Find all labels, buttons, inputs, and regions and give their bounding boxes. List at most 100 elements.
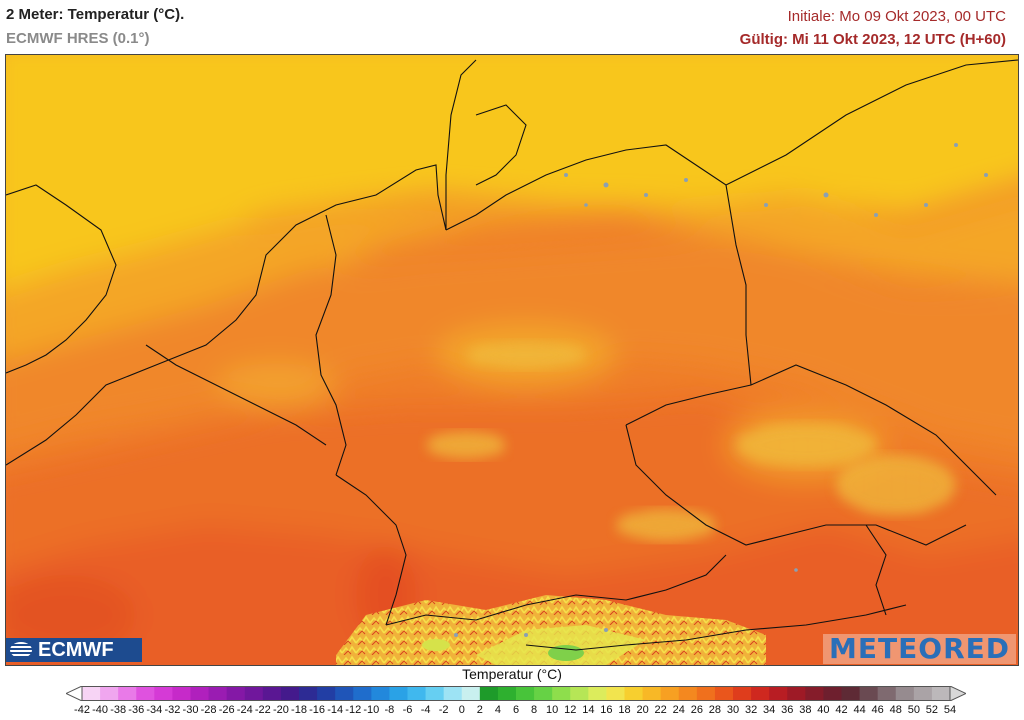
legend-swatch: [841, 686, 861, 701]
legend-tick-label: 28: [708, 704, 722, 716]
legend-swatch: [714, 686, 734, 701]
legend-swatch: [335, 686, 354, 701]
legend-tick-labels: -42 -40 -38 -36 -34 -32 -30 -28 -26 -24 -22 -20 -18-…: [66, 704, 966, 718]
ecmwf-logo: ECMWF: [6, 638, 142, 662]
legend-tick-label: -18: [291, 704, 307, 716]
legend-swatch: [208, 686, 228, 701]
legend-swatch: [624, 686, 644, 701]
legend-tick-label: 40: [817, 704, 830, 716]
legend-tick-label: 30: [726, 704, 740, 716]
legend-tick-label: -16: [309, 704, 326, 716]
legend-tick-label: 24: [672, 704, 685, 716]
legend-swatch: [280, 686, 300, 701]
legend-tick-label: 32: [744, 704, 758, 716]
legend-tick-label: -38: [110, 704, 127, 716]
legend-swatch: [877, 686, 897, 701]
legend-swatch: [136, 686, 155, 701]
model-label: ECMWF HRES (0.1°): [6, 30, 150, 47]
legend-tick-label: -6: [402, 704, 413, 716]
legend-tick-label: 36: [781, 704, 794, 716]
legend-tick-label: -36: [128, 704, 145, 716]
legend-tick-label: 6: [512, 704, 520, 716]
map-title: 2 Meter: Temperatur (°C).: [6, 6, 185, 23]
legend-tick-label: -20: [272, 704, 289, 716]
legend-swatch: [534, 686, 553, 701]
legend-swatch: [606, 686, 625, 701]
legend-swatch: [190, 686, 210, 701]
legend-tick-label: 50: [907, 704, 920, 716]
lakes: [454, 143, 988, 637]
legend-swatch: [805, 686, 824, 701]
legend-tick-label: 8: [531, 704, 538, 716]
ecmwf-logo-text: ECMWF: [38, 638, 114, 661]
legend-arrow-low: [66, 686, 83, 701]
legend-swatch: [895, 686, 915, 701]
legend-swatch: [154, 686, 173, 701]
legend-swatch: [443, 686, 463, 701]
legend-tick-label: -10: [363, 704, 380, 716]
legend-tick-label: 0: [458, 704, 465, 716]
legend-swatch: [751, 686, 770, 701]
legend-tick-label: -26: [218, 704, 235, 716]
legend-tick-label: -34: [146, 704, 163, 716]
legend-swatch: [516, 686, 535, 701]
map-canvas: [6, 55, 1018, 665]
legend-swatch: [859, 686, 879, 701]
legend-swatch: [226, 686, 246, 701]
legend-arrow-high: [949, 686, 966, 701]
legend-tick-label: -2: [438, 704, 449, 716]
legend-tick-label: 48: [889, 704, 902, 716]
legend-swatch: [642, 686, 662, 701]
legend-swatch: [913, 686, 933, 701]
legend-swatch: [100, 686, 119, 701]
legend-swatch: [262, 686, 282, 701]
terrain-highlands: [426, 341, 956, 541]
legend-tick-label: 46: [871, 704, 884, 716]
legend-tick-label: -14: [327, 704, 344, 716]
legend-tick-label: 42: [835, 704, 848, 716]
legend-tick-label: -32: [164, 704, 181, 716]
alps-terrain: [336, 595, 766, 665]
legend-colorbar: [66, 686, 966, 701]
legend-swatch: [479, 686, 499, 701]
legend-swatch: [299, 686, 318, 701]
legend-tick-label: -24: [236, 704, 253, 716]
legend-tick-label: 34: [763, 704, 776, 716]
legend-tick-label: -12: [345, 704, 362, 716]
meteored-logo: METEORED: [823, 634, 1016, 664]
legend-swatch: [172, 686, 191, 701]
temperature-map[interactable]: [5, 54, 1019, 666]
legend-tick-label: 54: [943, 704, 957, 716]
legend-tick-label: 16: [600, 704, 613, 716]
legend-tick-label: -28: [200, 704, 217, 716]
legend-swatch: [552, 686, 571, 701]
legend-tick-label: -8: [384, 704, 395, 716]
borders: [6, 59, 1018, 651]
legend-swatch: [823, 686, 842, 701]
legend-tick-label: 2: [476, 704, 483, 716]
legend-tick-label: 10: [546, 704, 559, 716]
legend-tick-label: 20: [636, 704, 649, 716]
legend-tick-label: -4: [420, 704, 431, 716]
legend-swatch: [787, 686, 806, 701]
legend-swatch: [570, 686, 589, 701]
legend-tick-label: 26: [690, 704, 703, 716]
legend-swatch: [353, 686, 372, 701]
legend-swatch: [678, 686, 698, 701]
legend-swatch: [588, 686, 607, 701]
legend-tick-label: 22: [654, 704, 667, 716]
legend-swatch: [389, 686, 408, 701]
valid-time: Gültig: Mi 11 Okt 2023, 12 UTC (H+60): [739, 31, 1006, 48]
init-time: Initiale: Mo 09 Okt 2023, 00 UTC: [787, 8, 1006, 25]
legend-tick-label: 44: [853, 704, 866, 716]
legend-tick-label: 14: [582, 704, 595, 716]
legend-swatch: [118, 686, 137, 701]
legend-tick-label: 12: [564, 704, 577, 716]
ecmwf-wave-icon: [10, 642, 32, 658]
legend-swatch: [733, 686, 752, 701]
legend-tick-label: -22: [254, 704, 271, 716]
legend-tick-label: 18: [618, 704, 631, 716]
legend-swatch: [407, 686, 427, 701]
legend-tick-label: 38: [799, 704, 812, 716]
legend-swatch: [244, 686, 264, 701]
